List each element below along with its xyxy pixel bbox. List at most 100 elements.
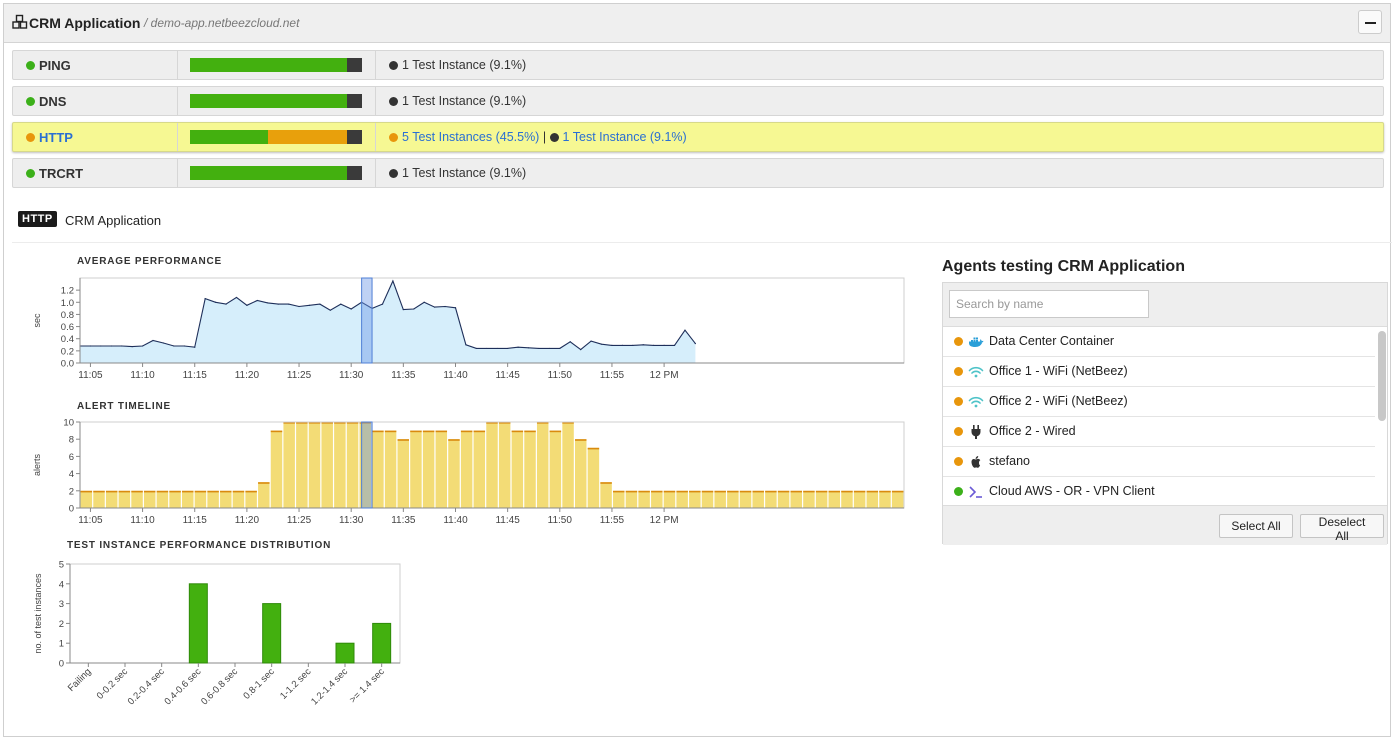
alert-bar xyxy=(93,490,105,508)
agent-item[interactable]: Office 1 - WiFi (NetBeez) xyxy=(943,357,1375,387)
app-host: / demo-app.netbeezcloud.net xyxy=(144,16,300,30)
status-dot xyxy=(26,97,35,106)
x-tick-label: 11:35 xyxy=(391,370,416,378)
alert-bar xyxy=(536,422,549,508)
alert-bar xyxy=(372,430,384,508)
crm-application-panel: CRM Application / demo-app.netbeezcloud.… xyxy=(3,3,1392,737)
x-tick-label: 11:05 xyxy=(78,370,103,378)
bar-ok-segment xyxy=(190,166,347,180)
test-row-dns[interactable]: DNS 1 Test Instance (9.1%) xyxy=(12,86,1384,116)
distribution-bar xyxy=(372,622,392,664)
data-point xyxy=(277,303,279,305)
select-all-button[interactable]: Select All xyxy=(1219,514,1293,538)
y-tick-label: 0.2 xyxy=(61,346,74,357)
x-tick-label: 0.4-0.6 sec xyxy=(162,666,203,707)
alert-bar-cap xyxy=(346,422,359,424)
instance-dot xyxy=(389,169,398,178)
data-point xyxy=(141,345,144,347)
data-point xyxy=(611,344,613,346)
alert-bar-cap xyxy=(397,439,409,441)
data-point xyxy=(684,329,686,331)
data-point xyxy=(100,345,102,347)
deselect-all-button[interactable]: Deselect All xyxy=(1300,514,1384,543)
agent-status-dot xyxy=(954,487,963,496)
wifi-icon xyxy=(968,396,984,408)
alert-bar-cap xyxy=(258,482,270,484)
distribution-title: TEST INSTANCE PERFORMANCE DISTRIBUTION xyxy=(67,540,332,551)
data-point xyxy=(381,303,384,305)
test-name: DNS xyxy=(39,94,67,109)
agent-search-input[interactable] xyxy=(949,290,1149,318)
test-name: TRCRT xyxy=(39,166,84,181)
instance-dot xyxy=(389,97,398,106)
data-point xyxy=(590,340,592,342)
alert-bar xyxy=(397,439,409,508)
alert-bar xyxy=(714,490,726,508)
alert-bar xyxy=(587,447,600,508)
separator: | xyxy=(539,130,550,144)
alert-bar-cap xyxy=(841,490,853,493)
avg-performance-title: AVERAGE PERFORMANCE xyxy=(77,256,223,267)
data-point xyxy=(214,301,217,303)
data-point xyxy=(486,347,488,350)
alert-bar-cap xyxy=(131,490,143,493)
test-row-http[interactable]: HTTP 5 Test Instances (45.5%) | 1 Test In… xyxy=(12,122,1384,152)
data-point xyxy=(110,345,112,347)
alert-bar-cap xyxy=(866,490,879,493)
alert-timeline-chart[interactable]: 0 2 4 6 8 10 alerts 11:05 11:10 11:15 11:20 11:25 11… xyxy=(24,412,914,526)
performance-distribution-chart: 0 1 2 3 4 5 no. of test instances Failing 0-0.2 … xyxy=(33,560,401,707)
alert-bar xyxy=(321,422,333,508)
instance-link[interactable]: 5 Test Instances (45.5%) xyxy=(402,130,540,144)
alert-bar-cap xyxy=(714,490,726,493)
distribution-bar xyxy=(188,583,208,664)
divider xyxy=(12,242,1392,243)
data-point xyxy=(694,342,696,345)
data-point xyxy=(496,347,498,350)
y-tick-label: 0.4 xyxy=(61,334,74,345)
test-row-ping[interactable]: PING 1 Test Instance (9.1%) xyxy=(12,50,1384,80)
agent-item[interactable]: stefano xyxy=(943,447,1375,477)
data-point xyxy=(340,303,342,305)
agent-list-scrollbar[interactable] xyxy=(1377,329,1387,505)
agent-item[interactable]: Office 2 - Wired xyxy=(943,417,1375,447)
alert-bar xyxy=(613,490,625,508)
collapse-button[interactable] xyxy=(1358,10,1382,34)
y-tick-label: 6 xyxy=(69,452,74,463)
alert-bar xyxy=(701,490,714,508)
alert-bar xyxy=(169,490,181,508)
alert-bar-cap xyxy=(245,490,257,493)
x-tick-label: 11:50 xyxy=(548,515,573,526)
test-type-badge: HTTP xyxy=(18,211,57,227)
alert-bar-cap xyxy=(765,490,777,493)
alert-bar xyxy=(752,490,764,508)
agent-item[interactable]: Cloud AWS - OR - VPN Client xyxy=(943,477,1375,505)
x-tick-label: >= 1.4 sec xyxy=(348,666,387,705)
status-bar xyxy=(190,58,362,72)
agent-name: Office 2 - Wired xyxy=(989,424,1076,438)
agent-item[interactable]: Data Center Container xyxy=(943,327,1375,357)
alert-bar-cap xyxy=(283,422,295,424)
average-performance-chart[interactable]: 0.0 0.20.40.60.81.01.2 sec 11:05 11:10 11:15 1… xyxy=(24,268,914,378)
instance-count: 1 Test Instance (9.1%) xyxy=(402,58,527,72)
instance-link[interactable]: 1 Test Instance (9.1%) xyxy=(562,130,687,144)
alert-bar-cap xyxy=(372,430,384,433)
alert-bar-cap xyxy=(638,490,650,493)
y-tick-label: 1.2 xyxy=(61,286,74,297)
alert-bar xyxy=(308,422,321,508)
alert-bar xyxy=(143,490,156,508)
alert-bar xyxy=(879,490,891,508)
x-tick-label: 11:30 xyxy=(339,515,364,526)
test-row-trcrt[interactable]: TRCRT 1 Test Instance (9.1%) xyxy=(12,158,1384,188)
bar-warning-segment xyxy=(268,130,347,144)
data-point xyxy=(642,344,644,346)
agent-item[interactable]: Office 2 - WiFi (NetBeez) xyxy=(943,387,1375,417)
scroll-thumb[interactable] xyxy=(1378,331,1386,421)
data-point xyxy=(538,347,540,350)
bar-unknown-segment xyxy=(346,58,362,72)
alert-bar xyxy=(334,422,346,508)
alert-bar xyxy=(638,490,650,508)
alert-bar xyxy=(841,490,853,508)
y-tick-label: 4 xyxy=(69,469,74,480)
y-tick-label: 5 xyxy=(59,560,64,571)
alert-bar xyxy=(891,490,904,508)
